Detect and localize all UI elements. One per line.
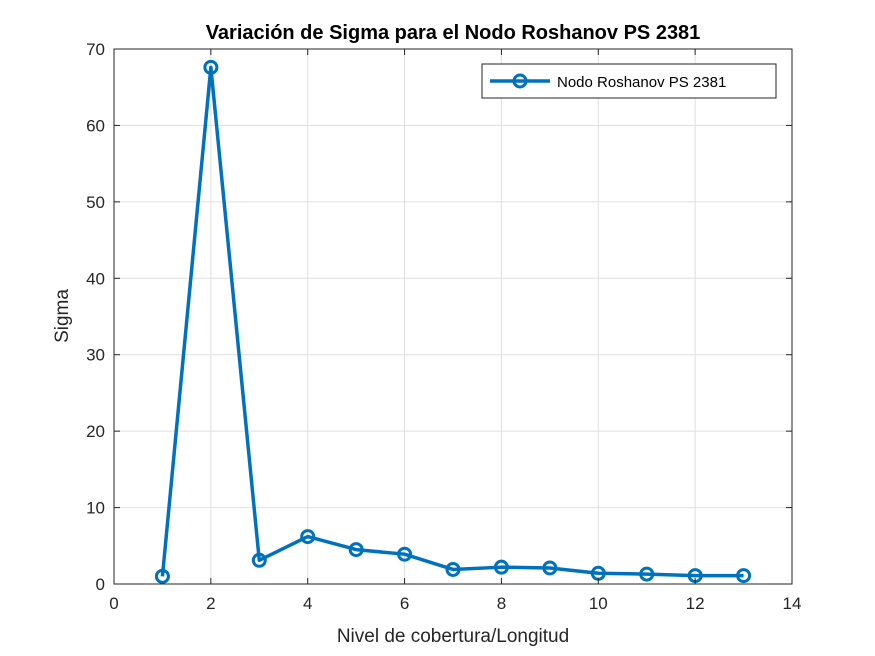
y-tick-label: 20 xyxy=(86,422,105,441)
x-tick-label: 2 xyxy=(206,594,215,613)
y-axis-label: Sigma xyxy=(52,289,73,343)
x-tick-label: 4 xyxy=(303,594,312,613)
y-tick-label: 10 xyxy=(86,499,105,518)
x-tick-label: 12 xyxy=(686,594,705,613)
legend: Nodo Roshanov PS 2381 xyxy=(481,63,777,99)
plot-frame xyxy=(113,48,793,585)
data-point-marker xyxy=(251,552,267,568)
plot-area xyxy=(114,49,792,584)
data-point-marker xyxy=(203,59,219,75)
x-tick-label: 8 xyxy=(497,594,506,613)
data-point-marker xyxy=(736,568,752,584)
y-tick-label: 0 xyxy=(96,575,105,594)
data-point-marker xyxy=(348,542,364,558)
y-tick-label: 70 xyxy=(86,40,105,59)
data-point-marker xyxy=(639,566,655,582)
x-tick-label: 6 xyxy=(400,594,409,613)
y-tick-label: 60 xyxy=(86,116,105,135)
data-point-marker xyxy=(445,561,461,577)
data-point-marker xyxy=(493,559,509,575)
axis-ticks: 0 2 4 6 8 10 12 14 0 10 20 30 40 50 60 70 xyxy=(86,40,801,613)
data-point-marker xyxy=(300,529,316,545)
chart-title: Variación de Sigma para el Nodo Roshanov… xyxy=(206,22,701,44)
x-tick-label: 0 xyxy=(109,594,118,613)
series-line xyxy=(160,65,744,578)
x-axis-label: Nivel de cobertura/Longitud xyxy=(337,626,569,647)
data-point-marker xyxy=(397,546,413,562)
y-tick-label: 50 xyxy=(86,193,105,212)
y-tick-label: 30 xyxy=(86,346,105,365)
legend-entry-label: Nodo Roshanov PS 2381 xyxy=(557,74,726,91)
x-tick-label: 10 xyxy=(589,594,608,613)
x-tick-label: 14 xyxy=(783,594,802,613)
legend-marker-sample xyxy=(512,73,528,89)
data-point-marker xyxy=(542,560,558,576)
y-tick-label: 40 xyxy=(86,269,105,288)
data-point-marker xyxy=(154,568,170,584)
